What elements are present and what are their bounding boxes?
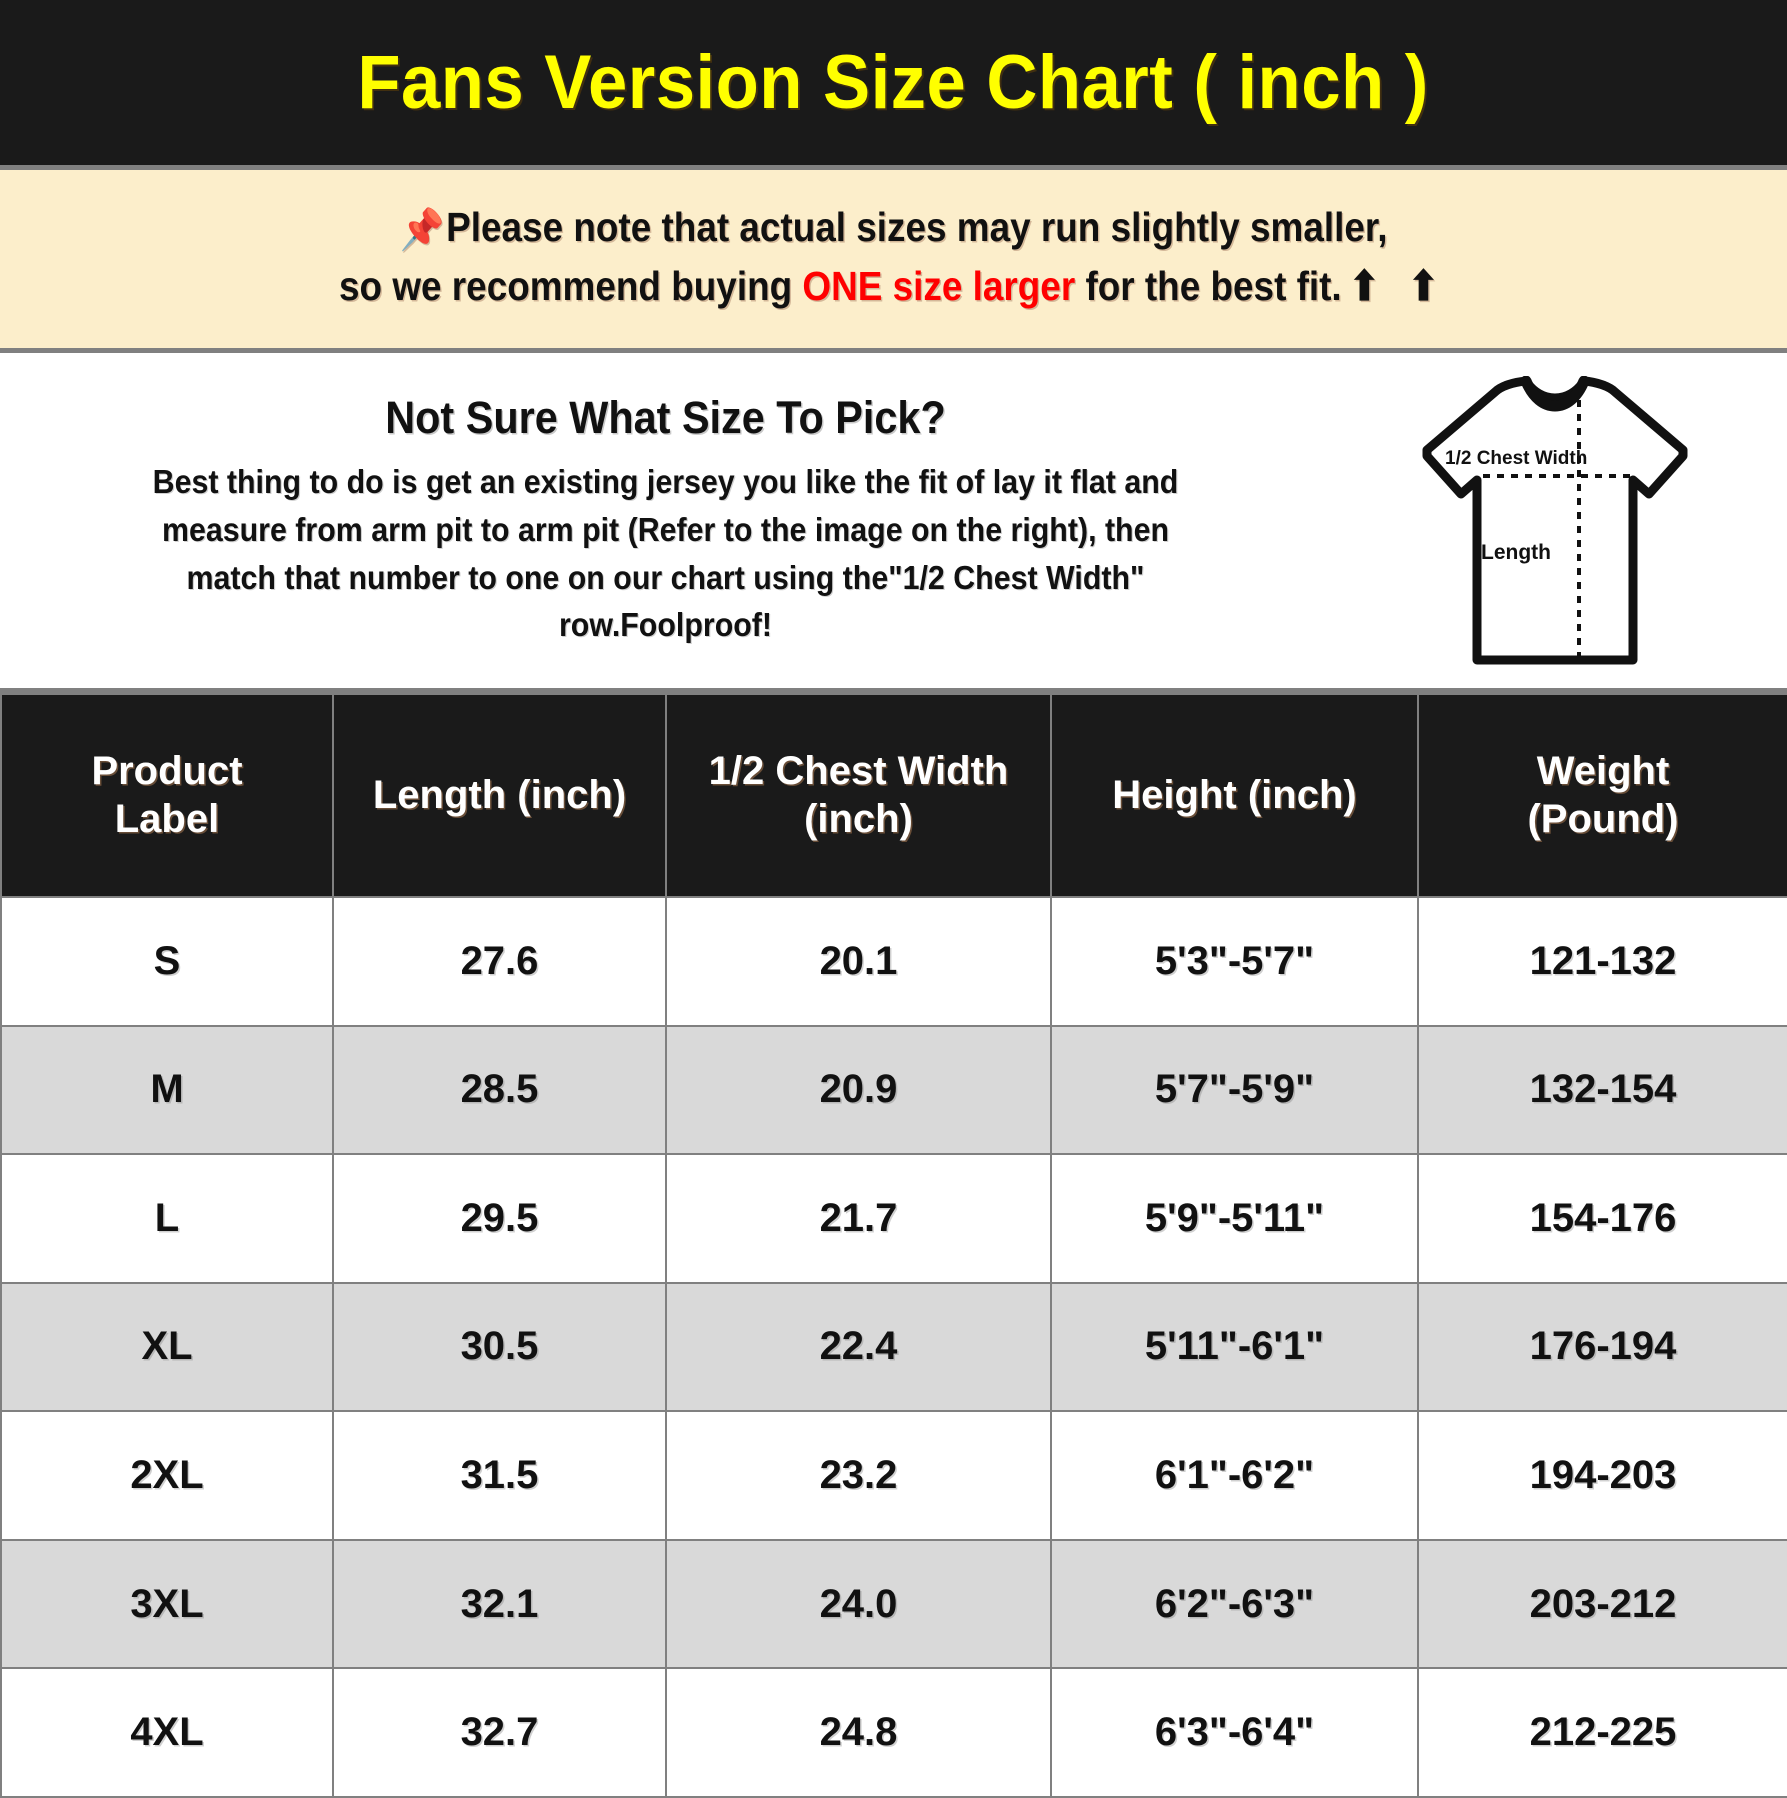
column-header-chest-width: 1/2 Chest Width (inch) [665, 693, 1052, 898]
column-header-line: (inch) [804, 796, 913, 841]
cell-weight: 203-212 [1417, 1538, 1787, 1670]
up-arrow-icon: ⬆ ⬆ [1348, 262, 1448, 309]
cell-product-label: L [0, 1153, 334, 1284]
cell-chest-width: 24.0 [665, 1538, 1052, 1670]
column-header-line: Label [114, 796, 220, 841]
cell-product-label: 3XL [0, 1538, 334, 1670]
cell-height: 5'7"-5'9" [1050, 1024, 1419, 1156]
notice-emphasis: ONE size larger [802, 262, 1076, 309]
cell-length: 27.6 [332, 896, 667, 1027]
size-help-body-line-1: Best thing to do is get an existing jers… [152, 462, 1179, 500]
column-header-weight: Weight (Pound) [1417, 693, 1787, 898]
notice-line-1: 📌Please note that actual sizes may run s… [125, 202, 1661, 255]
cell-weight: 132-154 [1417, 1024, 1787, 1156]
column-header-line: (Pound) [1527, 796, 1679, 841]
table-row: M 28.5 20.9 5'7"-5'9" 132-154 [0, 1024, 1787, 1156]
pushpin-icon: 📌 [399, 207, 445, 252]
column-header-length: Length (inch) [332, 693, 667, 898]
cell-product-label: M [0, 1024, 334, 1156]
cell-length: 32.1 [332, 1538, 667, 1670]
cell-weight: 176-194 [1417, 1281, 1787, 1413]
page-title: Fans Version Size Chart ( inch ) [357, 40, 1430, 125]
size-help-heading: Not Sure What Size To Pick? [385, 391, 946, 443]
cell-chest-width: 20.9 [665, 1024, 1052, 1156]
cell-product-label: 2XL [0, 1410, 334, 1541]
cell-height: 6'1"-6'2" [1050, 1410, 1419, 1541]
cell-length: 28.5 [332, 1024, 667, 1156]
column-header-height: Height (inch) [1050, 693, 1419, 898]
size-help-body-line-3: match that number to one on our chart us… [186, 558, 1145, 596]
column-header-line: 1/2 Chest Width [708, 749, 1009, 794]
cell-length: 29.5 [332, 1153, 667, 1284]
notice-line-2: so we recommend buying ONE size larger f… [125, 261, 1661, 312]
table-row: XL 30.5 22.4 5'11"-6'1" 176-194 [0, 1281, 1787, 1413]
chest-width-label: 1/2 Chest Width [1445, 447, 1588, 469]
cell-height: 6'3"-6'4" [1050, 1667, 1419, 1798]
cell-length: 32.7 [332, 1667, 667, 1798]
cell-chest-width: 23.2 [665, 1410, 1052, 1541]
table-row: 4XL 32.7 24.8 6'3"-6'4" 212-225 [0, 1667, 1787, 1798]
table-row: L 29.5 21.7 5'9"-5'11" 154-176 [0, 1153, 1787, 1284]
cell-product-label: 4XL [0, 1667, 334, 1798]
cell-weight: 121-132 [1417, 896, 1787, 1027]
tshirt-measurement-diagram: 1/2 Chest Width Length [1333, 375, 1763, 666]
cell-height: 5'11"-6'1" [1050, 1281, 1419, 1413]
notice-line-2-suffix: for the best fit. [1075, 262, 1342, 309]
cell-chest-width: 22.4 [665, 1281, 1052, 1413]
size-chart-table-head: Product Label Length (inch) 1/2 Chest Wi… [0, 693, 1787, 898]
size-chart-table-body: S 27.6 20.1 5'3"-5'7" 121-132 M 28.5 20.9 5'7"-5… [0, 896, 1787, 1798]
column-header-line: Length (inch) [372, 772, 627, 817]
table-row: S 27.6 20.1 5'3"-5'7" 121-132 [0, 896, 1787, 1027]
size-help-body: Best thing to do is get an existing jers… [61, 458, 1271, 649]
cell-length: 31.5 [332, 1410, 667, 1541]
cell-product-label: XL [0, 1281, 334, 1413]
cell-chest-width: 20.1 [665, 896, 1052, 1027]
column-header-line: Product [91, 749, 243, 794]
size-help-text: Not Sure What Size To Pick? Best thing t… [0, 392, 1333, 649]
notice-line-2-prefix: so we recommend buying [339, 262, 803, 309]
table-row: 2XL 31.5 23.2 6'1"-6'2" 194-203 [0, 1410, 1787, 1541]
size-chart-table: Product Label Length (inch) 1/2 Chest Wi… [0, 693, 1787, 1798]
cell-chest-width: 24.8 [665, 1667, 1052, 1798]
size-help-section: Not Sure What Size To Pick? Best thing t… [0, 353, 1787, 693]
column-header-line: Weight [1536, 749, 1670, 794]
column-header-product-label: Product Label [0, 693, 334, 898]
tshirt-icon [1422, 375, 1688, 664]
cell-length: 30.5 [332, 1281, 667, 1413]
title-banner: Fans Version Size Chart ( inch ) [0, 0, 1787, 170]
cell-height: 5'9"-5'11" [1050, 1153, 1419, 1284]
notice-line-1-text: Please note that actual sizes may run sl… [446, 203, 1388, 250]
cell-chest-width: 21.7 [665, 1153, 1052, 1284]
table-row: 3XL 32.1 24.0 6'2"-6'3" 203-212 [0, 1538, 1787, 1670]
cell-height: 5'3"-5'7" [1050, 896, 1419, 1027]
cell-weight: 212-225 [1417, 1667, 1787, 1798]
length-label: Length [1481, 540, 1551, 564]
column-header-line: Height (inch) [1112, 772, 1357, 817]
size-help-body-line-4: row.Foolproof! [558, 606, 773, 644]
cell-height: 6'2"-6'3" [1050, 1538, 1419, 1670]
cell-product-label: S [0, 896, 334, 1027]
cell-weight: 194-203 [1417, 1410, 1787, 1541]
cell-weight: 154-176 [1417, 1153, 1787, 1284]
table-header-row: Product Label Length (inch) 1/2 Chest Wi… [0, 693, 1787, 898]
size-help-body-line-2: measure from arm pit to arm pit (Refer t… [161, 510, 1170, 548]
sizing-notice: 📌Please note that actual sizes may run s… [0, 170, 1787, 353]
